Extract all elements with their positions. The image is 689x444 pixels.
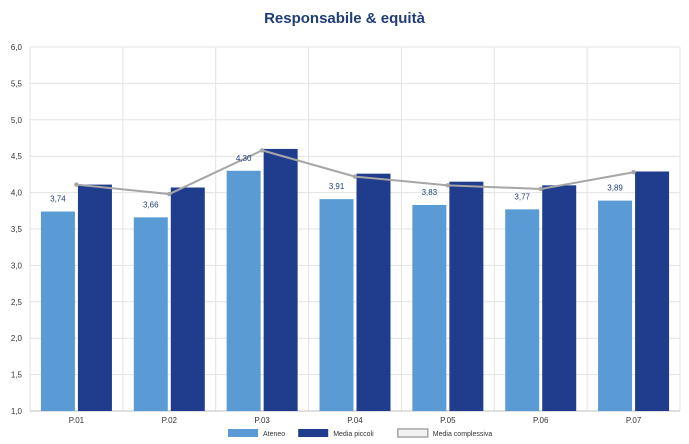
- x-tick-label: P.02: [162, 416, 178, 425]
- bar-layer: [40, 148, 670, 412]
- y-tick-label: 3,0: [11, 261, 23, 270]
- bar-ateneo: [226, 170, 261, 411]
- x-tick-label: P.06: [533, 416, 549, 425]
- bar-media-piccoli: [170, 187, 205, 411]
- label-layer: 3,74 3,66 4,30 3,91 3,83 3,77 3,89: [50, 154, 623, 210]
- line-point: [167, 191, 172, 197]
- x-tick-label: P.03: [254, 416, 270, 425]
- legend-swatch: [397, 428, 429, 438]
- data-label: 3,77: [514, 192, 530, 201]
- line-layer: [74, 148, 636, 197]
- bar-ateneo: [505, 209, 540, 411]
- y-tick-label: 3,5: [11, 225, 23, 234]
- bar-media-piccoli: [542, 185, 577, 411]
- data-label: 4,30: [236, 154, 252, 163]
- y-tick-label: 1,0: [11, 407, 23, 416]
- bar-ateneo: [412, 204, 447, 411]
- line-point: [631, 170, 636, 175]
- y-tick-label: 5,5: [11, 79, 23, 88]
- series-line-media-complessiva: [76, 149, 634, 196]
- y-tick-label: 6,0: [11, 43, 23, 52]
- data-label: 3,89: [607, 184, 623, 193]
- y-tick-label: 4,5: [11, 152, 23, 161]
- data-label: 3,83: [422, 188, 438, 197]
- line-point: [445, 183, 451, 188]
- y-tick-label: 2,5: [11, 298, 23, 307]
- line-point: [538, 186, 543, 192]
- bar-media-piccoli: [635, 171, 670, 411]
- bar-media-piccoli: [77, 184, 112, 411]
- y-tick-label: 5,0: [11, 116, 23, 125]
- y-tick-label: 1,5: [11, 371, 23, 380]
- bar-ateneo: [319, 199, 354, 411]
- x-tick-label: P.05: [440, 416, 456, 425]
- grid-layer: [29, 46, 681, 412]
- x-tick-label: P.01: [69, 416, 85, 425]
- chart-title: Responsabile & equità: [264, 10, 425, 27]
- x-tick-label: P.07: [626, 416, 642, 425]
- x-tick-label: P.04: [347, 416, 363, 425]
- legend-swatch: [298, 429, 329, 437]
- data-label: 3,66: [143, 200, 159, 209]
- bar-media-piccoli: [263, 148, 298, 412]
- legend: Ateneo Media piccoli Media complessiva: [228, 428, 493, 438]
- legend-label: Media complessiva: [433, 431, 493, 438]
- bar-media-piccoli: [449, 181, 484, 411]
- line-point: [74, 182, 79, 187]
- legend-label: Media piccoli: [333, 431, 374, 438]
- bar-ateneo: [40, 211, 75, 411]
- bar-ateneo: [133, 217, 168, 411]
- bar-media-piccoli: [356, 173, 391, 411]
- line-point: [352, 174, 358, 179]
- line-point: [259, 148, 265, 153]
- bar-ateneo: [598, 200, 633, 411]
- data-label: 3,74: [50, 195, 66, 204]
- y-tick-label: 2,0: [11, 334, 23, 343]
- legend-swatch: [228, 429, 258, 437]
- y-tick-label: 4,0: [11, 189, 23, 198]
- data-label: 3,91: [329, 182, 345, 191]
- legend-label: Ateneo: [263, 431, 285, 438]
